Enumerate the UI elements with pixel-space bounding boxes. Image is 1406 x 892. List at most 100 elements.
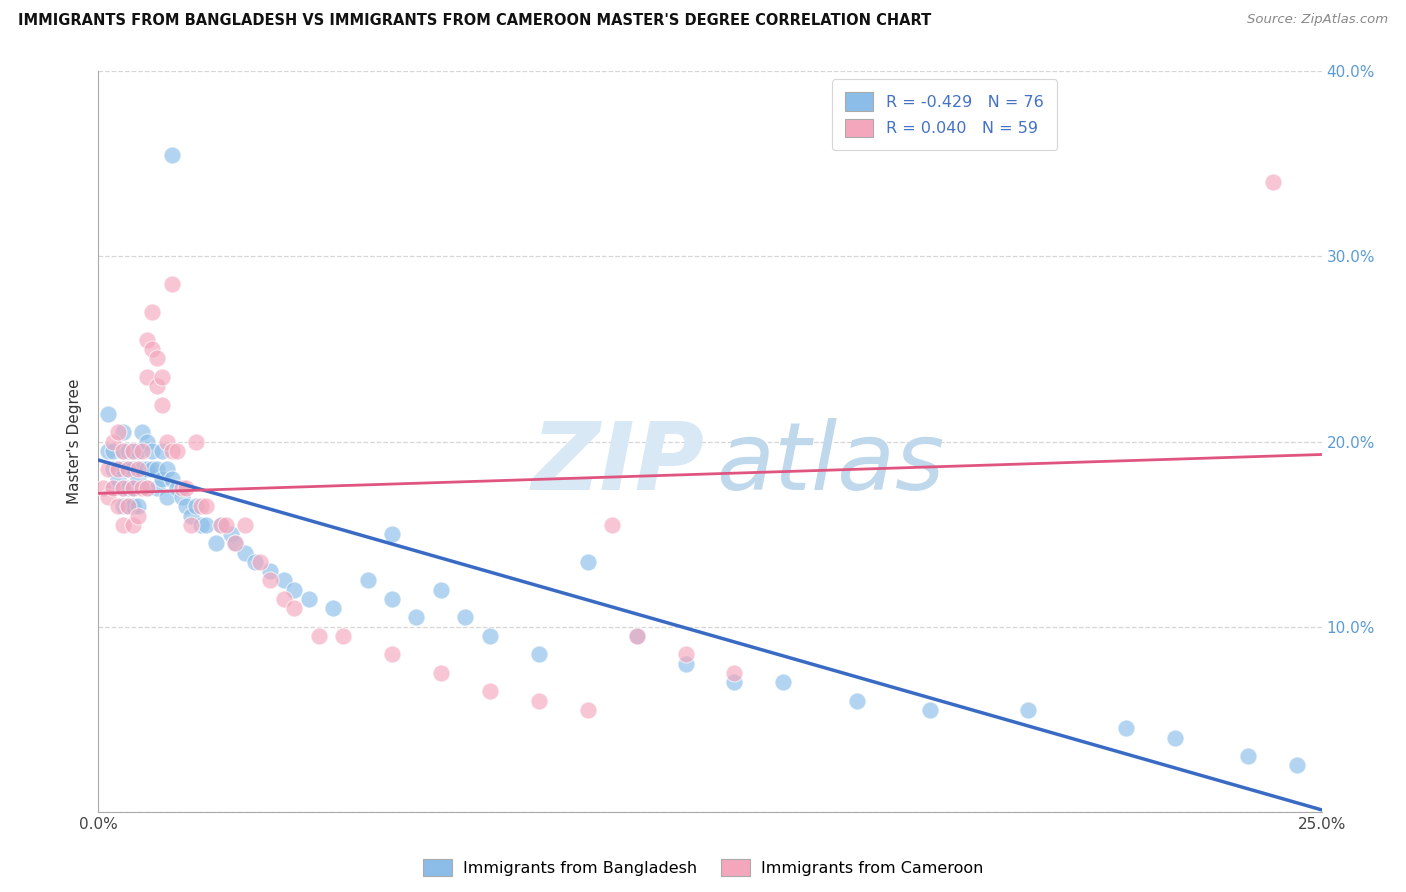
Point — [170, 481, 193, 495]
Y-axis label: Master's Degree: Master's Degree — [67, 379, 83, 504]
Point — [97, 490, 120, 504]
Point — [160, 147, 183, 161]
Point — [405, 610, 427, 624]
Point — [131, 443, 153, 458]
Point — [127, 443, 149, 458]
Point — [150, 397, 173, 411]
Point — [117, 462, 139, 476]
Point — [920, 703, 942, 717]
Point — [166, 443, 188, 458]
Point — [186, 500, 208, 514]
Point — [111, 443, 134, 458]
Point — [675, 648, 697, 662]
Point — [1237, 749, 1260, 764]
Point — [430, 665, 453, 680]
Point — [111, 462, 134, 476]
Point — [127, 500, 149, 514]
Point — [576, 703, 599, 717]
Point — [356, 574, 378, 588]
Point — [259, 564, 281, 578]
Point — [224, 536, 246, 550]
Point — [141, 443, 163, 458]
Point — [160, 471, 183, 485]
Point — [478, 629, 501, 643]
Point — [141, 462, 163, 476]
Point — [150, 443, 173, 458]
Point — [1164, 731, 1187, 745]
Text: atlas: atlas — [716, 418, 945, 509]
Point — [136, 462, 159, 476]
Point — [1261, 175, 1284, 190]
Point — [121, 443, 143, 458]
Point — [626, 629, 648, 643]
Point — [101, 434, 124, 449]
Point — [141, 305, 163, 319]
Point — [249, 555, 271, 569]
Point — [121, 462, 143, 476]
Point — [107, 462, 129, 476]
Point — [381, 648, 404, 662]
Point — [131, 462, 153, 476]
Point — [273, 574, 295, 588]
Point — [454, 610, 477, 624]
Point — [675, 657, 697, 671]
Legend: R = -0.429   N = 76, R = 0.040   N = 59: R = -0.429 N = 76, R = 0.040 N = 59 — [832, 79, 1057, 150]
Point — [224, 536, 246, 550]
Point — [107, 500, 129, 514]
Point — [111, 517, 134, 532]
Point — [121, 481, 143, 495]
Point — [156, 462, 179, 476]
Point — [111, 443, 134, 458]
Point — [160, 277, 183, 292]
Point — [101, 443, 124, 458]
Point — [723, 665, 745, 680]
Point — [381, 527, 404, 541]
Point — [101, 462, 124, 476]
Point — [117, 481, 139, 495]
Point — [107, 425, 129, 440]
Point — [723, 675, 745, 690]
Point — [101, 481, 124, 495]
Point — [478, 684, 501, 698]
Point — [233, 545, 256, 560]
Point — [298, 591, 321, 606]
Point — [146, 481, 169, 495]
Point — [322, 601, 344, 615]
Point — [214, 517, 236, 532]
Point — [156, 434, 179, 449]
Point — [136, 333, 159, 347]
Point — [146, 379, 169, 393]
Point — [136, 481, 159, 495]
Point — [117, 443, 139, 458]
Point — [190, 517, 212, 532]
Point — [166, 481, 188, 495]
Point — [430, 582, 453, 597]
Point — [205, 536, 228, 550]
Point — [121, 481, 143, 495]
Point — [117, 500, 139, 514]
Point — [845, 694, 868, 708]
Point — [273, 591, 295, 606]
Text: Source: ZipAtlas.com: Source: ZipAtlas.com — [1247, 13, 1388, 27]
Point — [527, 694, 550, 708]
Point — [209, 517, 232, 532]
Point — [101, 481, 124, 495]
Point — [121, 517, 143, 532]
Point — [195, 517, 218, 532]
Point — [283, 582, 305, 597]
Point — [160, 443, 183, 458]
Point — [127, 508, 149, 523]
Point — [117, 500, 139, 514]
Point — [195, 500, 218, 514]
Point — [308, 629, 330, 643]
Point — [600, 517, 623, 532]
Point — [97, 443, 120, 458]
Point — [1286, 758, 1309, 772]
Point — [527, 648, 550, 662]
Point — [259, 574, 281, 588]
Text: ZIP: ZIP — [531, 417, 704, 509]
Point — [127, 462, 149, 476]
Point — [381, 591, 404, 606]
Point — [332, 629, 354, 643]
Point — [1115, 722, 1137, 736]
